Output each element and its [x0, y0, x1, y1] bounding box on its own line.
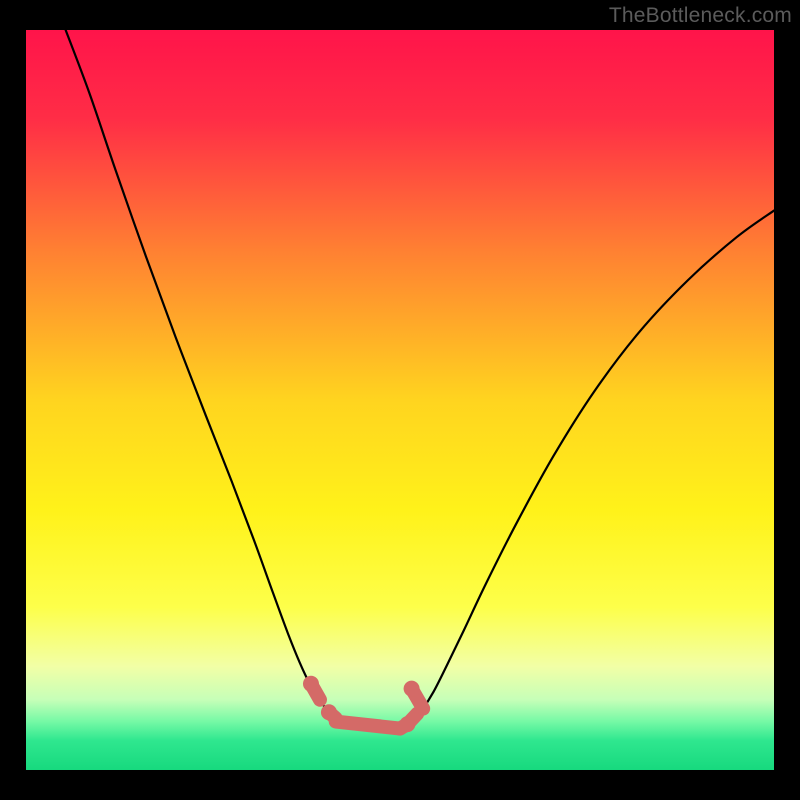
- figure-frame: TheBottleneck.com: [0, 0, 800, 800]
- bottleneck-curve-chart: [0, 0, 800, 800]
- watermark-text: TheBottleneck.com: [609, 4, 792, 28]
- plot-background: [26, 30, 774, 770]
